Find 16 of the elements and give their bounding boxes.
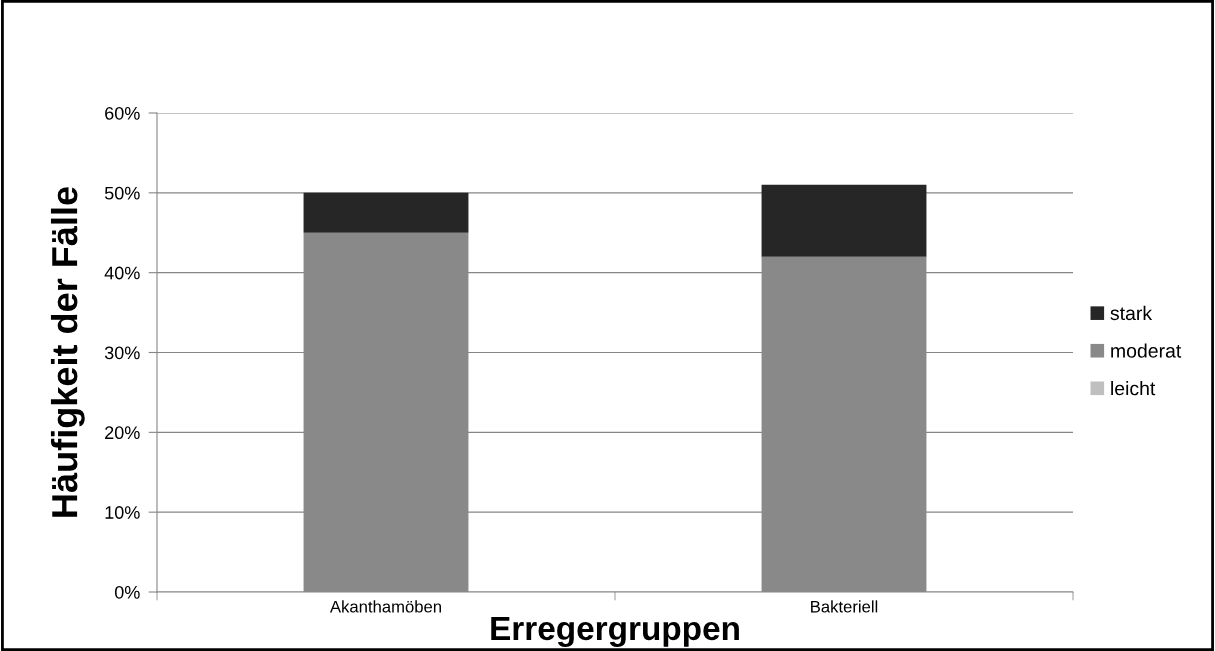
y-tick-label: 40% xyxy=(104,266,140,280)
y-tick-label: 60% xyxy=(105,106,140,120)
y-tick-label: 30% xyxy=(104,346,140,360)
legend-label: leicht xyxy=(1111,381,1156,396)
y-axis-title: Häufigkeit der Fälle xyxy=(50,187,85,517)
x-tick-label: Akanthamöben xyxy=(329,600,441,613)
y-tick-label: 50% xyxy=(104,186,140,200)
x-tick-label: Bakteriell xyxy=(811,600,878,613)
x-axis-title: Erregergruppen xyxy=(491,616,739,647)
legend-label: stark xyxy=(1110,305,1153,321)
y-tick-label: 0% xyxy=(114,585,140,599)
bar xyxy=(761,184,927,257)
y-tick-label: 10% xyxy=(105,506,140,519)
bar xyxy=(303,192,469,233)
legend-label: moderat xyxy=(1111,343,1182,358)
y-tick-label: 20% xyxy=(105,426,140,440)
